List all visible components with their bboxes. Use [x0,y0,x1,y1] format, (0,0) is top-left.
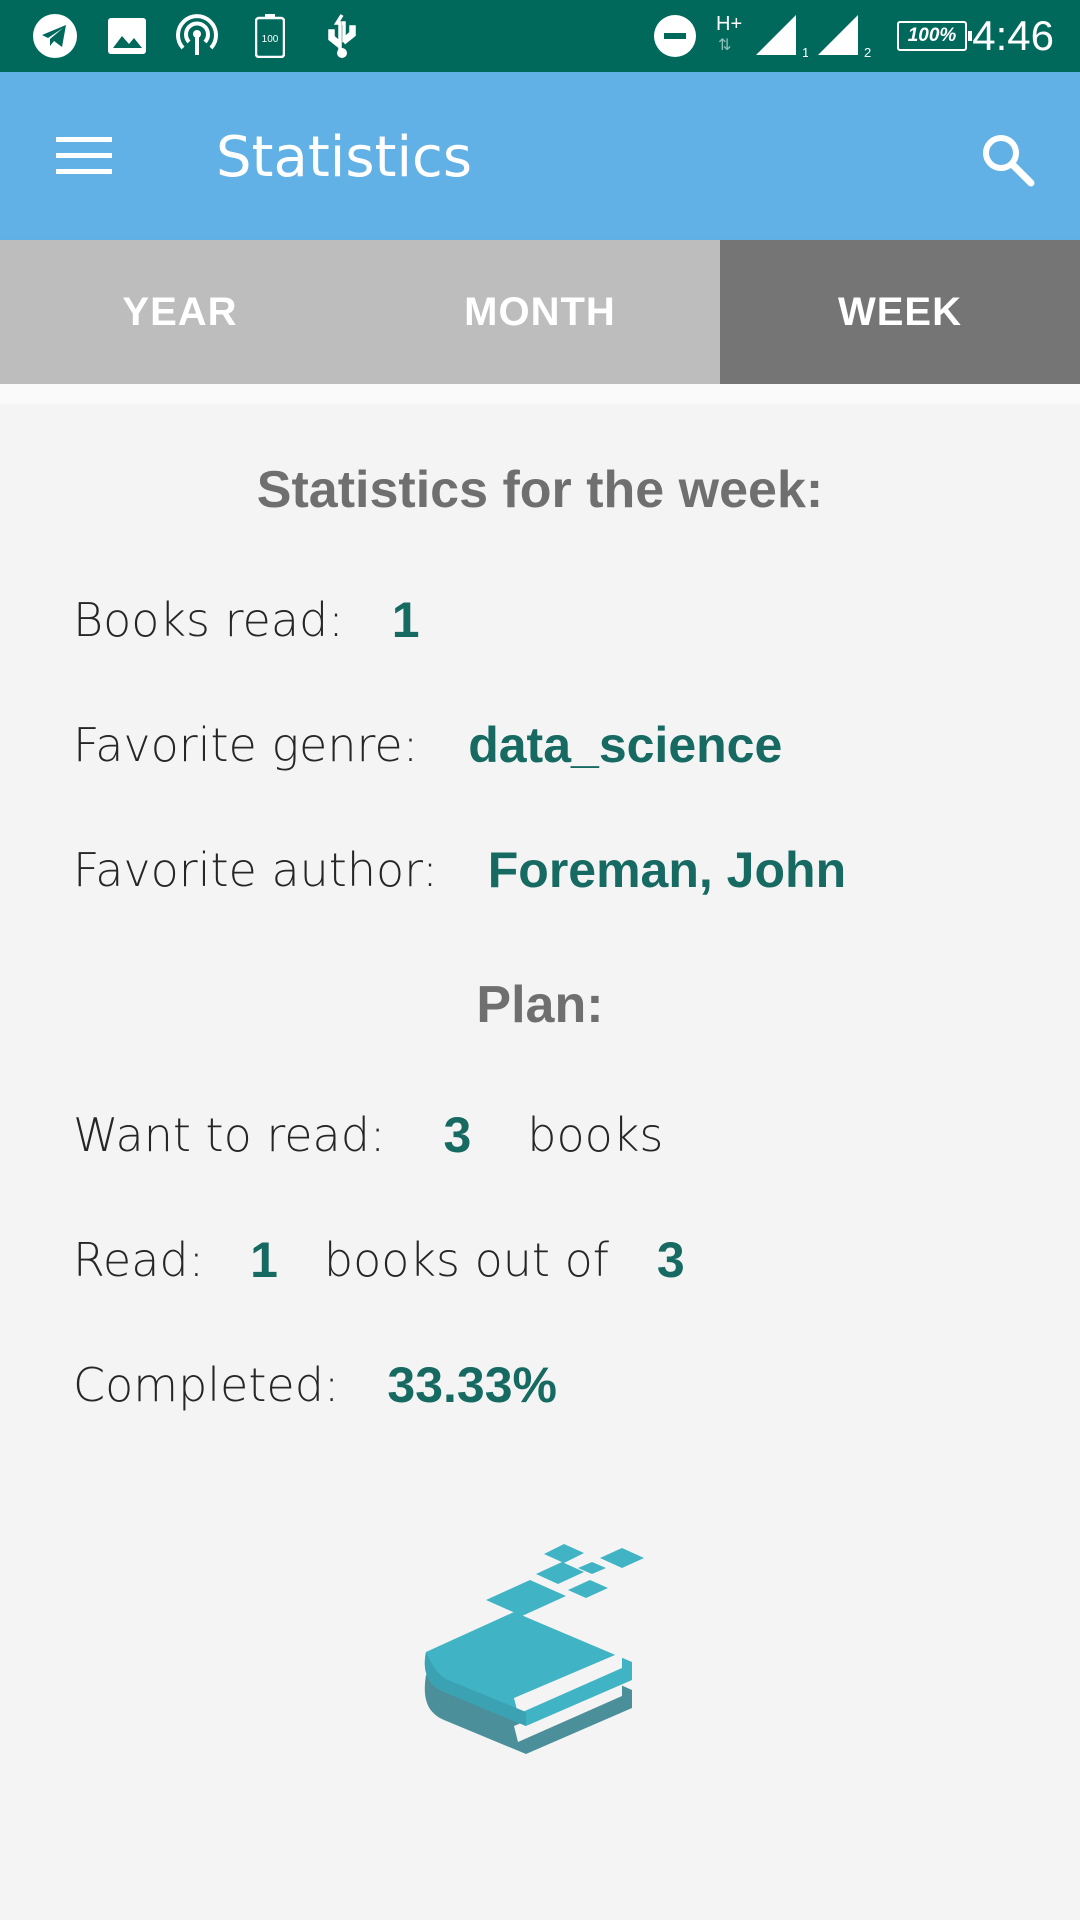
search-button[interactable] [964,116,1052,204]
completed-label: Completed: [73,1358,340,1412]
network-icon: H+ ⇅ [716,13,743,54]
plan-heading: Plan: [476,976,604,1034]
battery-icon: 100% [896,14,972,58]
svg-text:100: 100 [262,34,279,45]
image-icon [104,14,150,58]
statistics-heading: Statistics for the week: [256,461,824,519]
hotspot-icon [172,14,222,58]
tab-bar: YEAR MONTH WEEK [0,240,1080,384]
tab-week[interactable]: WEEK [720,240,1080,384]
status-bar: 100 H+ ⇅ 1 2 [0,0,1080,72]
favorite-genre-value: data_science [468,717,783,773]
tab-year[interactable]: YEAR [122,289,238,334]
completed-value: 33.33% [387,1357,557,1413]
svg-text:1: 1 [802,45,808,59]
read-total-value: 3 [656,1232,685,1288]
completed-row: Completed: 33.33% [73,1350,557,1420]
books-read-value: 1 [391,592,420,648]
tab-divider [0,384,1080,404]
books-read-label: Books read: [73,593,344,647]
want-to-read-row: Want to read: 3 books [73,1100,663,1170]
favorite-genre-label: Favorite genre: [73,718,419,772]
signal-sim1-icon: 1 [752,14,808,59]
read-label: Read: [73,1233,205,1287]
favorite-author-row: Favorite author: Foreman, John [73,835,846,905]
want-to-read-value: 3 [443,1107,472,1163]
read-row: Read: 1 books out of 3 [73,1225,685,1295]
hamburger-menu-icon [56,137,112,174]
favorite-author-label: Favorite author: [73,843,438,897]
read-middle-text: books out of [323,1233,609,1287]
read-value: 1 [250,1232,278,1288]
want-to-read-unit: books [527,1108,664,1162]
usb-icon [322,14,362,58]
books-read-row: Books read: 1 [73,585,420,655]
app-bar: Statistics [0,72,1080,240]
want-to-read-label: Want to read: [73,1108,386,1162]
books-logo-icon [424,1544,644,1754]
tab-month[interactable]: MONTH [464,289,616,334]
do-not-disturb-icon [652,14,698,58]
svg-text:2: 2 [864,45,871,59]
page-title: Statistics [216,125,472,190]
menu-button[interactable] [40,112,128,200]
signal-sim2-icon: 2 [814,14,872,59]
battery-saver-icon: 100 [254,14,286,58]
favorite-author-value: Foreman, John [487,842,847,898]
telegram-icon [30,14,80,58]
search-icon [983,135,1035,187]
status-time: 4:46 [972,12,1054,59]
favorite-genre-row: Favorite genre: data_science [73,710,782,780]
